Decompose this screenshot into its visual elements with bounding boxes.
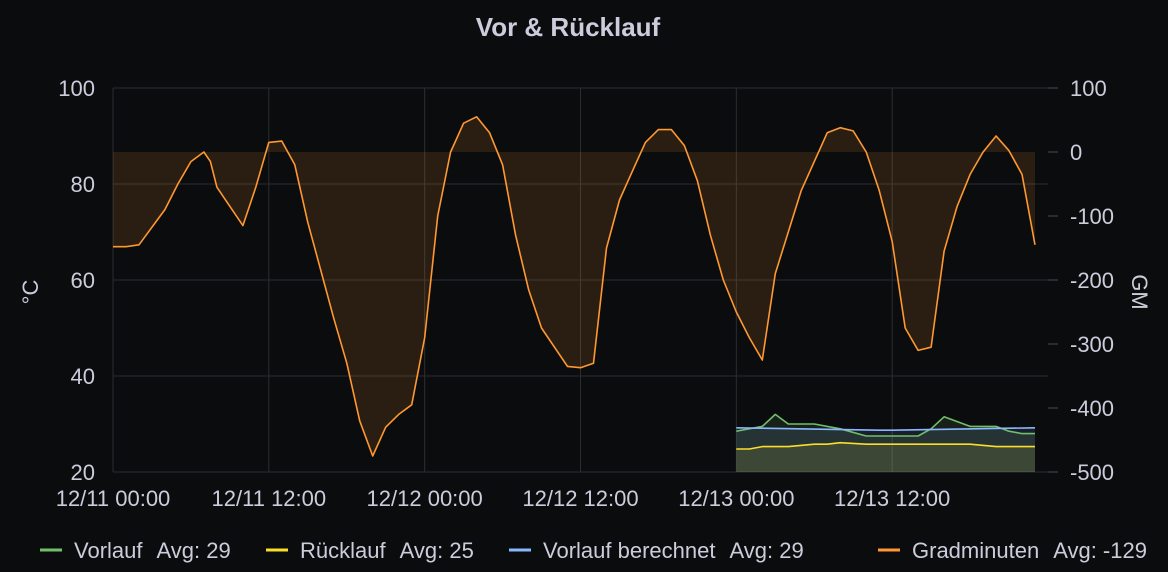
x-tick-label: 12/12 12:00 — [522, 486, 638, 511]
y2-tick-label: -500 — [1070, 460, 1114, 485]
y-axis-left-label: °C — [18, 280, 43, 305]
x-axis: 12/11 00:00 12/11 12:00 12/12 00:00 12/12 1… — [56, 486, 951, 511]
x-tick-label: 12/11 00:00 — [56, 486, 171, 511]
series-line — [736, 441, 1035, 450]
legend-item[interactable]: Vorlauf Avg: 29 — [40, 538, 231, 563]
legend-value: Avg: 29 — [157, 538, 231, 563]
y2-tick-label: 100 — [1070, 76, 1107, 101]
y2-tick-label: -300 — [1070, 332, 1114, 357]
y-tick-label: 100 — [58, 76, 95, 101]
y-axis-right: -500 -400 -300 -200 -100 0 100 — [1048, 76, 1114, 485]
y-axis-left: 20 40 60 80 100 — [58, 76, 95, 485]
legend-label: Vorlauf berechnet — [543, 538, 715, 563]
x-tick-label: 12/12 00:00 — [367, 486, 483, 511]
legend-value: Avg: -129 — [1053, 538, 1147, 563]
legend-item[interactable]: Gradminuten Avg: -129 — [878, 538, 1147, 563]
y2-tick-label: -200 — [1070, 268, 1114, 293]
chart-title: Vor & Rücklauf — [476, 12, 661, 42]
area-fills — [113, 116, 1036, 472]
legend-item[interactable]: Vorlauf berechnet Avg: 29 — [509, 538, 804, 563]
series-area — [736, 442, 1036, 472]
legend-value: Avg: 25 — [400, 538, 474, 563]
y-tick-label: 20 — [71, 460, 95, 485]
y-tick-label: 40 — [71, 364, 95, 389]
y-tick-label: 60 — [71, 268, 95, 293]
grid-lines — [112, 87, 1048, 473]
gradminuten-area — [113, 116, 1036, 457]
x-tick-label: 12/13 12:00 — [834, 486, 950, 511]
series-line — [736, 427, 1036, 431]
legend-label: Vorlauf — [74, 538, 143, 563]
x-tick-label: 12/11 12:00 — [212, 486, 327, 511]
y2-tick-label: -100 — [1070, 204, 1114, 229]
series-line — [113, 116, 1036, 457]
legend[interactable]: Vorlauf Avg: 29 Rücklauf Avg: 25 Vorlauf ber… — [40, 538, 1147, 563]
legend-label: Gradminuten — [912, 538, 1039, 563]
y2-tick-label: -400 — [1070, 396, 1114, 421]
series-area — [736, 427, 1036, 472]
y-axis-right-label: GM — [1127, 274, 1152, 309]
legend-value: Avg: 29 — [729, 538, 803, 563]
legend-item[interactable]: Rücklauf Avg: 25 — [266, 538, 474, 563]
y-tick-label: 80 — [71, 172, 95, 197]
series-lines — [113, 116, 1036, 457]
y2-tick-label: 0 — [1070, 140, 1082, 165]
x-tick-label: 12/13 00:00 — [678, 486, 794, 511]
legend-label: Rücklauf — [300, 538, 386, 563]
